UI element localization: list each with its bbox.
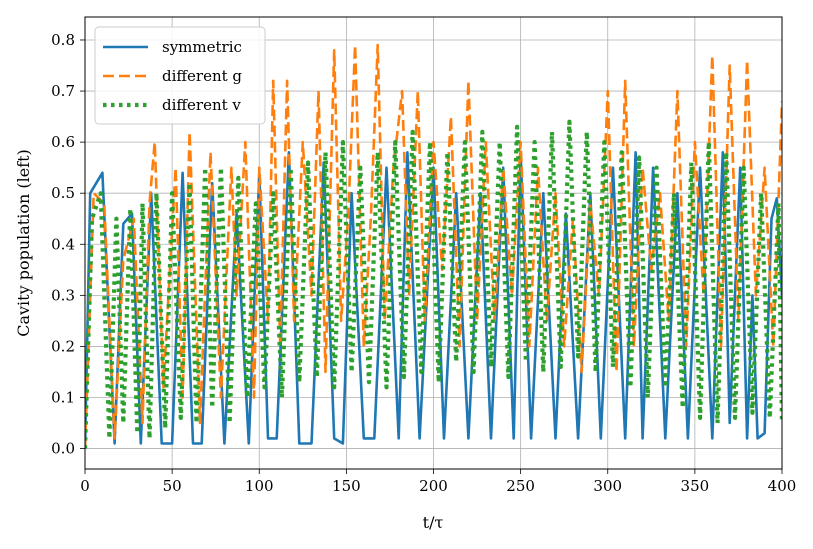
legend-box [94,26,266,125]
y-tick-label: 0.8 [51,31,75,49]
plot-area [85,43,782,449]
x-tick-label: 50 [163,477,182,495]
y-tick-label: 0.2 [51,337,75,355]
y-axis-label: Cavity population (left) [14,149,33,337]
y-tick-label: 0.5 [51,184,75,202]
x-tick-label: 200 [419,477,448,495]
x-axis: 0 50 100 150 200 250 300 350 400 [80,469,796,495]
series-line-different-g [85,43,782,449]
y-tick-label: 0.6 [51,133,75,151]
y-axis: 0.0 0.1 0.2 0.3 0.4 0.5 0.6 0.7 0.8 [51,31,85,458]
y-tick-label: 0.7 [51,82,75,100]
y-tick-label: 0.4 [51,235,75,253]
x-tick-label: 350 [681,477,710,495]
x-tick-label: 300 [593,477,622,495]
legend-label: different v [162,96,241,114]
y-tick-label: 0.1 [51,388,75,406]
x-tick-label: 400 [768,477,797,495]
x-axis-label: t/τ [423,513,444,532]
legend: symmetric different g different v [94,26,266,125]
legend-label: different g [162,67,242,85]
y-tick-label: 0.3 [51,286,75,304]
x-tick-label: 0 [80,477,90,495]
x-tick-label: 100 [245,477,274,495]
legend-label: symmetric [162,38,242,56]
y-tick-label: 0.0 [51,440,75,458]
x-tick-label: 150 [332,477,361,495]
x-tick-label: 250 [506,477,535,495]
